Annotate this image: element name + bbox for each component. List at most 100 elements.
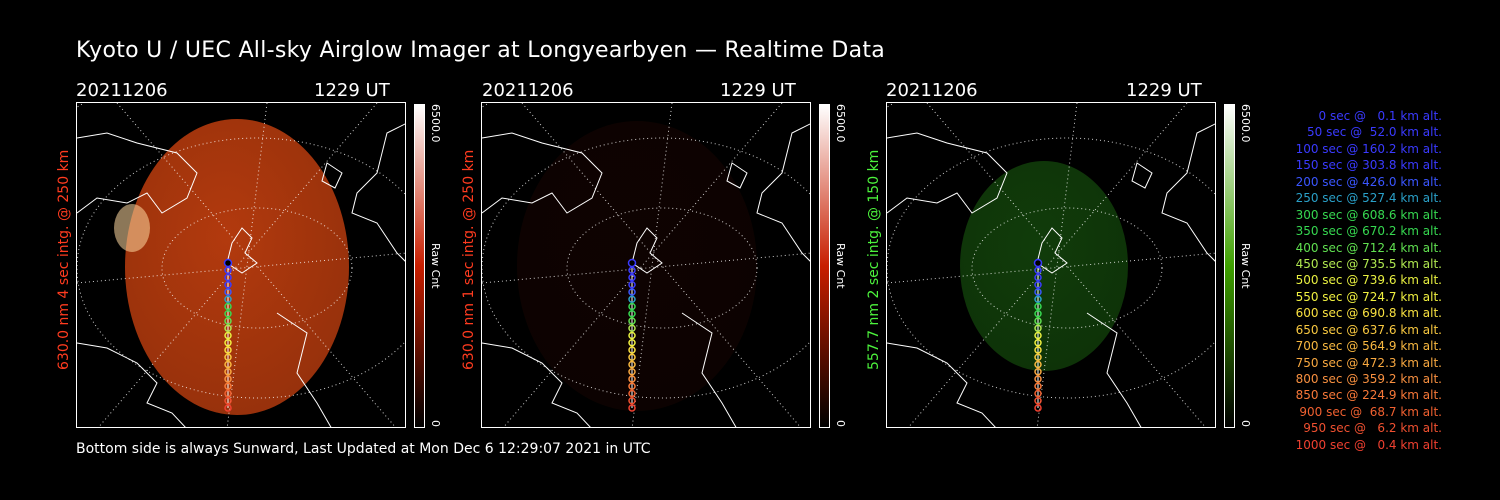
trajectory-marker xyxy=(224,339,232,347)
panel-1-colorbar xyxy=(414,104,425,428)
trajectory-marker xyxy=(628,375,636,383)
trajectory-marker xyxy=(224,331,232,340)
panel-2-date: 20211206 xyxy=(482,80,574,101)
trajectory-marker xyxy=(628,353,636,361)
panel-1-ylabel: 630.0 nm 4 sec intg. @ 250 km xyxy=(56,149,72,370)
trajectory-marker xyxy=(628,310,636,318)
airglow-disk xyxy=(960,161,1128,371)
trajectory-marker xyxy=(224,404,232,412)
trajectory-marker xyxy=(1034,288,1042,296)
trajectory-marker xyxy=(224,310,232,318)
legend-item: 200 sec @ 426.0 km alt. xyxy=(1295,174,1442,189)
trajectory-marker xyxy=(224,375,232,383)
trajectory-marker xyxy=(1034,302,1042,311)
legend-item: 50 sec @ 52.0 km alt. xyxy=(1307,125,1442,140)
trajectory-marker xyxy=(628,331,636,340)
trajectory-marker xyxy=(224,273,232,282)
trajectory-marker xyxy=(1034,389,1042,398)
trajectory-marker xyxy=(627,258,637,268)
trajectory-marker xyxy=(224,266,232,274)
trajectory-marker xyxy=(628,389,636,398)
panel-1-map xyxy=(77,103,405,427)
panel-2-colorbar-min: 0 xyxy=(834,420,847,427)
legend-item: 850 sec @ 224.9 km alt. xyxy=(1295,388,1442,403)
panel-3-image xyxy=(886,102,1216,428)
legend-item: 300 sec @ 608.6 km alt. xyxy=(1295,207,1442,222)
panel-2-time: 1229 UT xyxy=(720,80,796,101)
trajectory-marker xyxy=(1034,273,1042,282)
panel-1-time: 1229 UT xyxy=(314,80,390,101)
trajectory-marker xyxy=(1034,266,1042,274)
trajectory-marker xyxy=(224,317,232,325)
panel-3-map xyxy=(887,103,1215,427)
trajectory-marker xyxy=(628,346,636,354)
trajectory-marker xyxy=(224,382,232,390)
trajectory-marker xyxy=(224,324,232,332)
legend-item: 500 sec @ 739.6 km alt. xyxy=(1295,273,1442,288)
footer-text: Bottom side is always Sunward, Last Upda… xyxy=(76,441,651,457)
legend-item: 350 sec @ 670.2 km alt. xyxy=(1295,224,1442,239)
trajectory-marker xyxy=(628,397,636,405)
trajectory-marker xyxy=(224,288,232,296)
legend-item: 100 sec @ 160.2 km alt. xyxy=(1295,141,1442,156)
legend-item: 150 sec @ 303.8 km alt. xyxy=(1295,158,1442,173)
panel-2-ylabel: 630.0 nm 1 sec intg. @ 250 km xyxy=(461,149,477,370)
trajectory-marker xyxy=(224,302,232,311)
trajectory-marker xyxy=(224,346,232,354)
legend-item: 900 sec @ 68.7 km alt. xyxy=(1299,404,1442,419)
trajectory-marker xyxy=(628,266,636,274)
trajectory-marker xyxy=(224,360,232,369)
trajectory-marker xyxy=(628,288,636,296)
panel-3-time: 1229 UT xyxy=(1126,80,1202,101)
trajectory-marker xyxy=(628,368,636,376)
panel-3-colorbar-min: 0 xyxy=(1239,420,1252,427)
trajectory-marker xyxy=(628,382,636,390)
trajectory-marker xyxy=(224,353,232,361)
graticule xyxy=(887,103,1215,427)
legend-item: 750 sec @ 472.3 km alt. xyxy=(1295,355,1442,370)
graticule xyxy=(77,103,405,427)
panel-3-colorbar-max: 6500.0 xyxy=(1239,104,1252,143)
panel-1-image xyxy=(76,102,406,428)
legend-item: 700 sec @ 564.9 km alt. xyxy=(1295,339,1442,354)
panel-1-colorbar-unit: Raw Cnt xyxy=(429,243,442,289)
trajectory-marker xyxy=(1034,339,1042,347)
panel-1-colorbar-min: 0 xyxy=(429,420,442,427)
trajectory-marker xyxy=(1034,346,1042,354)
panel-2-colorbar-max: 6500.0 xyxy=(834,104,847,143)
panel-3-colorbar-unit: Raw Cnt xyxy=(1239,243,1252,289)
trajectory-marker xyxy=(1034,375,1042,383)
panel-1-colorbar-max: 6500.0 xyxy=(429,104,442,143)
legend-item: 650 sec @ 637.6 km alt. xyxy=(1295,322,1442,337)
legend-item: 250 sec @ 527.4 km alt. xyxy=(1295,191,1442,206)
legend-item: 550 sec @ 724.7 km alt. xyxy=(1295,289,1442,304)
legend-item: 0 sec @ 0.1 km alt. xyxy=(1318,109,1443,123)
trajectory-marker xyxy=(628,360,636,369)
graticule xyxy=(482,103,810,427)
trajectory-marker xyxy=(628,317,636,325)
trajectory-marker xyxy=(1034,317,1042,325)
trajectory-marker xyxy=(628,273,636,282)
altitude-legend: 0 sec @ 0.1 km alt. 50 sec @ 52.0 km alt.… xyxy=(1262,108,1442,453)
trajectory-marker xyxy=(1034,353,1042,361)
trajectory-marker xyxy=(1033,258,1043,268)
trajectory-marker xyxy=(224,295,232,303)
legend-item: 950 sec @ 6.2 km alt. xyxy=(1303,421,1442,436)
trajectory-marker xyxy=(628,324,636,332)
trajectory-marker xyxy=(224,368,232,376)
trajectory-marker xyxy=(224,389,232,398)
panel-2-map xyxy=(482,103,810,427)
trajectory-marker xyxy=(1034,397,1042,405)
bright-spot xyxy=(114,204,150,252)
trajectory-marker xyxy=(1034,382,1042,390)
legend-item: 800 sec @ 359.2 km alt. xyxy=(1295,372,1442,386)
trajectory-marker xyxy=(1034,331,1042,340)
trajectory-marker xyxy=(628,281,636,289)
panel-2-image xyxy=(481,102,811,428)
trajectory-marker xyxy=(1034,310,1042,318)
panel-3-colorbar xyxy=(1224,104,1235,428)
page-title: Kyoto U / UEC All-sky Airglow Imager at … xyxy=(76,38,886,63)
trajectory-marker xyxy=(1034,368,1042,376)
legend-item: 1000 sec @ 0.4 km alt. xyxy=(1295,437,1442,452)
trajectory-marker xyxy=(224,397,232,405)
